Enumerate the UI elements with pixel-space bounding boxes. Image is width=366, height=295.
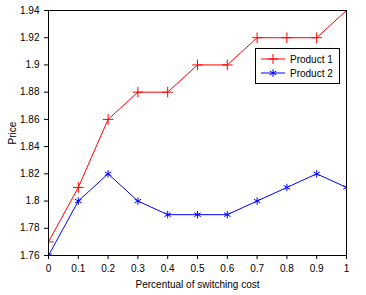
- html-text:Product 2: Product 2: [290, 67, 333, 79]
- svg-text:1.94: 1.94: [20, 5, 40, 16]
- svg-text:1: 1: [344, 263, 350, 274]
- svg-text:1.9: 1.9: [26, 59, 40, 70]
- svg-text:0.3: 0.3: [131, 263, 145, 274]
- svg-text:0.7: 0.7: [250, 263, 264, 274]
- svg-text:1.76: 1.76: [20, 250, 40, 261]
- svg-text:0.5: 0.5: [191, 263, 205, 274]
- svg-text:Percentual of switching cost: Percentual of switching cost: [136, 279, 260, 290]
- svg-text:0: 0: [46, 263, 52, 274]
- svg-text:1.84: 1.84: [20, 141, 40, 152]
- svg-text:0.2: 0.2: [101, 263, 115, 274]
- svg-text:0.4: 0.4: [161, 263, 175, 274]
- html-text:Product 1: Product 1: [290, 53, 333, 65]
- svg-text:1.88: 1.88: [20, 86, 40, 97]
- svg-text:0.6: 0.6: [220, 263, 234, 274]
- svg-text:0.1: 0.1: [71, 263, 85, 274]
- svg-text:0.9: 0.9: [310, 263, 324, 274]
- svg-text:1.82: 1.82: [20, 168, 40, 179]
- svg-text:Price: Price: [7, 121, 18, 144]
- svg-text:1.78: 1.78: [20, 222, 40, 233]
- svg-text:1.8: 1.8: [26, 195, 40, 206]
- svg-text:0.8: 0.8: [280, 263, 294, 274]
- svg-text:1.92: 1.92: [20, 32, 40, 43]
- svg-text:1.86: 1.86: [20, 114, 40, 125]
